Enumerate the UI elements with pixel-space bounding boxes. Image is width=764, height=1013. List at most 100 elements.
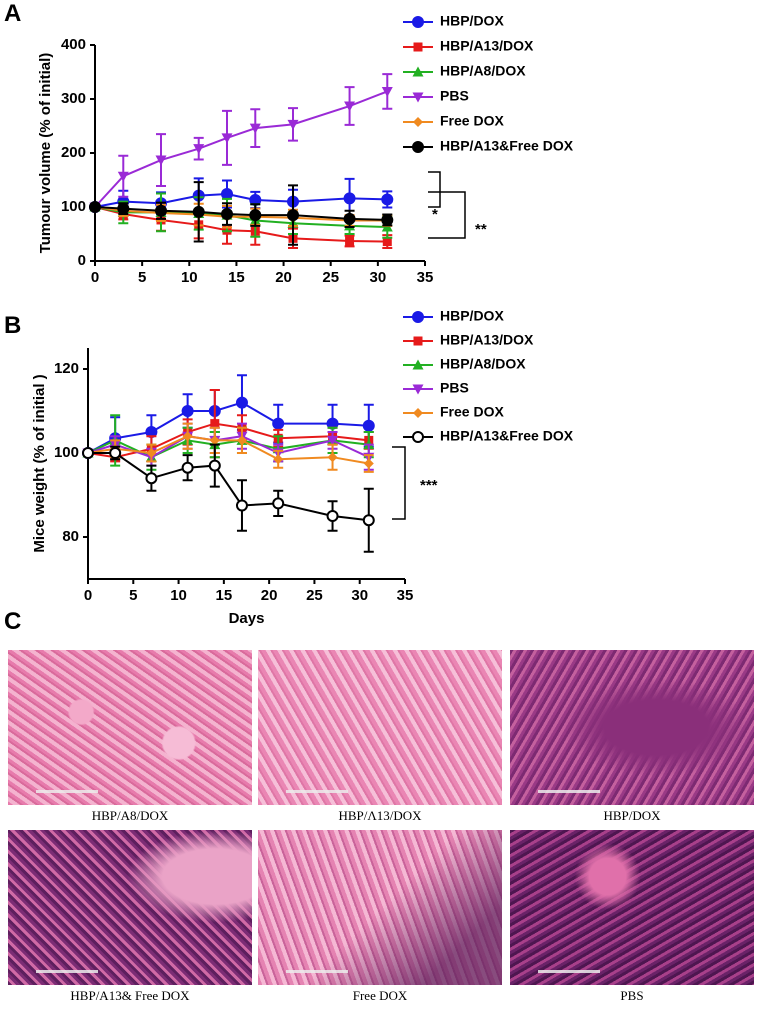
legend-marker bbox=[412, 92, 424, 103]
legend-marker bbox=[412, 66, 424, 77]
marker bbox=[117, 171, 129, 182]
marker bbox=[287, 209, 299, 222]
marker bbox=[345, 236, 355, 246]
marker bbox=[235, 499, 248, 512]
marker bbox=[363, 458, 374, 469]
marker bbox=[155, 155, 167, 166]
marker bbox=[381, 213, 394, 226]
legend-marker bbox=[412, 359, 424, 370]
y-tick-label: 100 bbox=[61, 198, 86, 215]
y-axis-label: Mice weight (% of initial ) bbox=[31, 374, 48, 552]
y-tick-label: 400 bbox=[61, 36, 86, 53]
marker bbox=[272, 417, 285, 430]
y-tick-label: 200 bbox=[61, 144, 86, 161]
marker bbox=[89, 201, 101, 213]
marker bbox=[235, 396, 248, 409]
image-caption: HBP/Λ13/DOX bbox=[338, 808, 422, 823]
marker bbox=[272, 497, 285, 510]
image-caption: HBP/A13& Free DOX bbox=[70, 988, 190, 1003]
marker bbox=[221, 188, 233, 201]
histology-image bbox=[8, 650, 252, 805]
marker bbox=[181, 405, 194, 417]
legend-marker bbox=[413, 336, 423, 346]
legend-label: HBP/A13&Free DOX bbox=[440, 428, 574, 444]
legend-marker bbox=[412, 384, 424, 395]
series-line bbox=[87, 401, 369, 454]
x-tick-label: 30 bbox=[370, 269, 387, 286]
series-line bbox=[87, 435, 369, 465]
image-caption: HBP/DOX bbox=[603, 808, 661, 823]
x-tick-label: 5 bbox=[138, 269, 146, 286]
significance-label: *** bbox=[420, 477, 438, 494]
legend-marker bbox=[412, 141, 424, 153]
marker bbox=[344, 101, 356, 112]
legend-marker bbox=[412, 311, 424, 323]
legend-label: Free DOX bbox=[440, 404, 504, 420]
legend-marker bbox=[412, 16, 424, 28]
x-tick-label: 20 bbox=[275, 269, 292, 286]
series-line bbox=[88, 452, 369, 522]
marker bbox=[181, 461, 194, 474]
y-tick-label: 120 bbox=[54, 360, 79, 377]
marker bbox=[192, 205, 205, 218]
chart: 0 5 10 15 20 25 30 35 0 100 200 300 400 Tumour volume… bbox=[37, 13, 574, 286]
significance-label: * bbox=[432, 206, 438, 223]
marker bbox=[117, 202, 130, 215]
x-tick-label: 10 bbox=[170, 587, 187, 604]
marker bbox=[327, 452, 338, 463]
marker bbox=[287, 119, 299, 130]
marker bbox=[146, 448, 157, 458]
legend-marker bbox=[412, 431, 424, 443]
x-tick-label: 35 bbox=[397, 587, 414, 604]
marker bbox=[145, 472, 158, 485]
histology-image bbox=[8, 830, 252, 985]
image-caption: Free DOX bbox=[352, 988, 408, 1003]
x-tick-label: 30 bbox=[351, 587, 368, 604]
marker bbox=[236, 435, 247, 446]
legend-label: Free DOX bbox=[440, 113, 504, 129]
marker bbox=[249, 209, 262, 222]
histology-image bbox=[258, 650, 502, 805]
marker bbox=[208, 459, 221, 472]
legend-label: HBP/A8/DOX bbox=[440, 63, 526, 79]
legend-label: HBP/A13/DOX bbox=[440, 38, 534, 54]
marker bbox=[382, 237, 392, 247]
legend-label: HBP/DOX bbox=[440, 13, 504, 29]
image-caption: PBS bbox=[620, 988, 644, 1003]
significance-bracket bbox=[428, 171, 441, 208]
marker bbox=[109, 447, 122, 459]
marker bbox=[221, 208, 233, 221]
marker bbox=[381, 86, 393, 97]
x-tick-label: 10 bbox=[181, 269, 198, 286]
histology-image bbox=[510, 830, 754, 985]
histology-image bbox=[510, 650, 754, 805]
legend-label: HBP/A8/DOX bbox=[440, 356, 526, 372]
marker bbox=[193, 144, 205, 155]
significance-bracket bbox=[392, 446, 406, 520]
legend-label: PBS bbox=[440, 88, 469, 104]
x-tick-label: 15 bbox=[216, 587, 233, 604]
legend-marker bbox=[413, 42, 423, 52]
panel-label: B bbox=[4, 312, 22, 339]
x-tick-label: 20 bbox=[261, 587, 278, 604]
y-tick-label: 100 bbox=[54, 444, 79, 461]
image-caption: HBP/A8/DOX bbox=[91, 808, 169, 823]
significance-label: ** bbox=[475, 221, 487, 238]
legend-marker bbox=[413, 408, 423, 418]
marker bbox=[221, 133, 233, 144]
legend-label: HBP/A13&Free DOX bbox=[440, 138, 574, 154]
marker bbox=[343, 212, 356, 225]
series-line bbox=[94, 90, 388, 208]
y-axis-label: Tumour volume (% of initial) bbox=[37, 53, 54, 254]
y-tick-label: 0 bbox=[78, 252, 86, 269]
marker bbox=[362, 514, 375, 527]
marker bbox=[82, 447, 94, 459]
y-tick-label: 80 bbox=[62, 528, 79, 545]
chart: 0 5 10 15 20 25 30 35 80 100 120 Mice weight (% of … bbox=[31, 308, 574, 627]
y-tick-label: 300 bbox=[61, 90, 86, 107]
marker bbox=[249, 123, 261, 134]
x-tick-label: 0 bbox=[91, 269, 99, 286]
marker bbox=[209, 435, 220, 446]
x-tick-label: 25 bbox=[306, 587, 323, 604]
